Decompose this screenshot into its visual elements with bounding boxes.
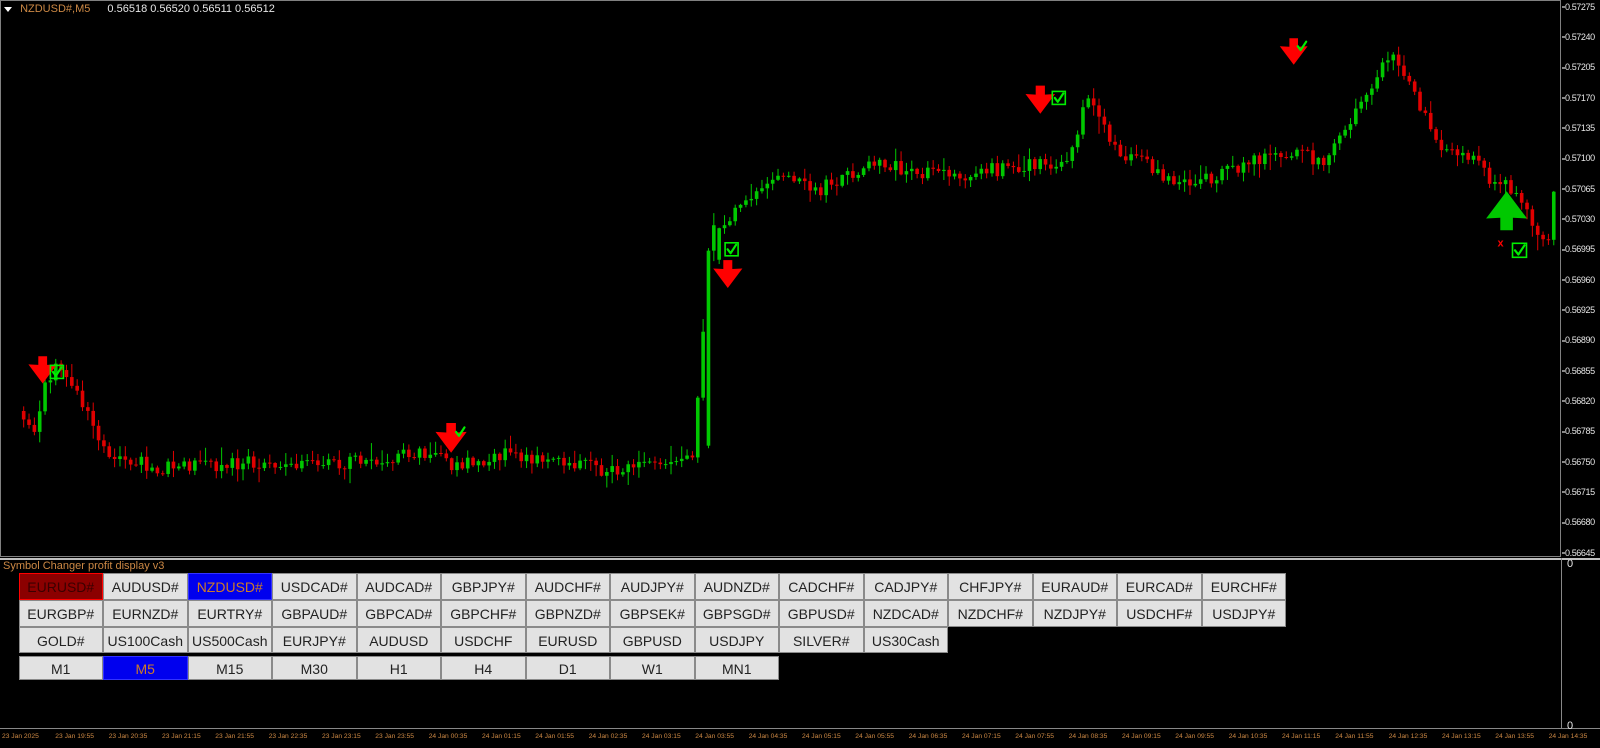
svg-text:x: x xyxy=(1498,237,1505,249)
